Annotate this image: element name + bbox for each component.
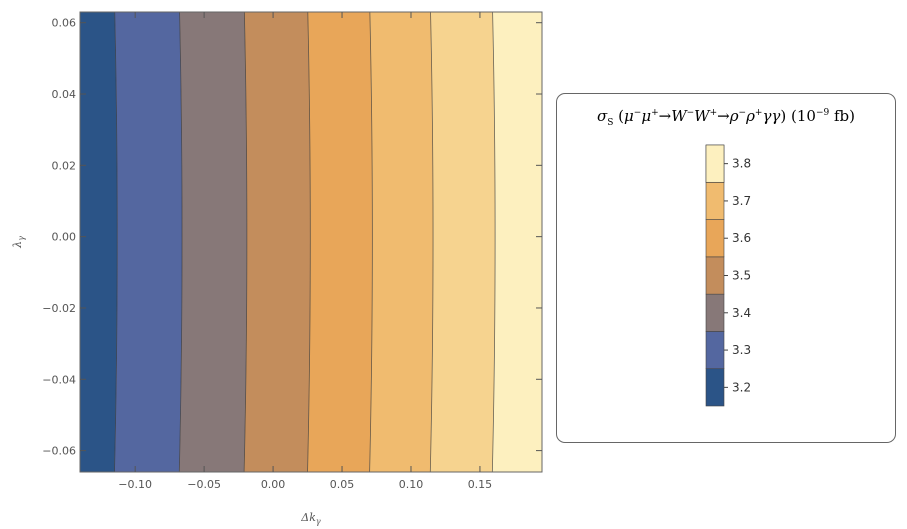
contour-line-0 xyxy=(114,11,118,473)
x-axis-label: Δkγ xyxy=(300,511,321,526)
contour-line-3 xyxy=(307,11,311,473)
colorbar-tick-label: 3.7 xyxy=(732,194,751,208)
x-tick-label: 0.10 xyxy=(399,478,424,491)
legend-title-mu1: μ xyxy=(624,107,634,125)
y-axis-label: λγ xyxy=(11,236,26,249)
x-tick-label: 0.00 xyxy=(261,478,286,491)
legend-title-sigma-sub: S xyxy=(607,118,614,128)
colorbar-band-4 xyxy=(705,219,725,258)
contour-lines xyxy=(114,11,496,473)
colorbar-tick-label: 3.3 xyxy=(732,343,751,357)
contour-band-4 xyxy=(307,12,373,472)
colorbar-band-3 xyxy=(705,256,725,295)
y-tick-label: −0.04 xyxy=(42,373,76,386)
y-axis-label-main: λ xyxy=(11,241,24,249)
legend-title-mu2: μ xyxy=(641,107,652,125)
colorbar-band-2 xyxy=(705,293,725,332)
legend-title-arrow2: → xyxy=(717,107,730,125)
colorbar-band-5 xyxy=(705,181,725,220)
legend-title-sigma: σ xyxy=(596,107,608,125)
x-tick-label: −0.05 xyxy=(187,478,221,491)
legend-title-w2: W xyxy=(694,107,710,125)
contour-band-5 xyxy=(369,12,434,472)
y-tick-label: −0.02 xyxy=(42,302,76,315)
legend-title-unit: fb) xyxy=(829,107,856,125)
legend-title-rho2-sup: + xyxy=(754,108,763,118)
x-tick-label: 0.15 xyxy=(468,478,493,491)
x-tick-label: 0.05 xyxy=(330,478,355,491)
colorbar-tick-label: 3.5 xyxy=(732,269,751,283)
legend-title-gg: γγ xyxy=(762,107,781,125)
contour-plot: −0.10 −0.05 0.00 0.05 0.10 0.15 −0.06−0.04−0.… xyxy=(11,11,543,526)
colorbar-ticks: 3.2 3.3 3.4 3.5 3.6 3.7 3.8 xyxy=(724,157,751,394)
contour-band-0 xyxy=(80,12,118,472)
contour-band-3 xyxy=(244,12,311,472)
contour-band-1 xyxy=(114,12,183,472)
x-tick-label: −0.10 xyxy=(118,478,152,491)
colorbar-band-0 xyxy=(705,368,725,407)
legend-title-rho1-sup: − xyxy=(738,108,747,118)
legend-title-w2-sup: + xyxy=(709,108,718,118)
legend-title-mu2-sup: + xyxy=(651,108,659,118)
colorbar-bands xyxy=(705,144,725,407)
contour-band-7 xyxy=(492,12,542,472)
y-tick-label: 0.00 xyxy=(52,231,77,244)
legend-title-arrow1: → xyxy=(658,107,672,125)
legend-title-mu1-sup: − xyxy=(633,108,642,118)
legend-title-rho2: ρ xyxy=(746,107,755,125)
x-axis-ticks: −0.10 −0.05 0.00 0.05 0.10 0.15 xyxy=(118,12,492,491)
x-axis-label-sub: γ xyxy=(316,517,321,526)
contour-band-2 xyxy=(179,12,247,472)
colorbar: 3.2 3.3 3.4 3.5 3.6 3.7 3.8 xyxy=(705,144,751,407)
colorbar-tick-label: 3.4 xyxy=(732,306,751,320)
colorbar-tick-label: 3.2 xyxy=(732,380,751,394)
colorbar-tick-label: 3.8 xyxy=(732,157,751,171)
contour-line-2 xyxy=(243,11,248,473)
contour-line-4 xyxy=(369,11,373,473)
contour-band-6 xyxy=(430,12,496,472)
legend-title-rho1: ρ xyxy=(729,107,739,125)
y-tick-label: 0.04 xyxy=(52,88,77,101)
legend: σS (μ−μ+→W−W+→ρ−ρ+γγ) (10−9 fb) 3.2 3.3 3.… xyxy=(556,93,896,443)
colorbar-band-1 xyxy=(705,331,725,370)
y-tick-label: −0.06 xyxy=(42,445,76,458)
legend-title: σS (μ−μ+→W−W+→ρ−ρ+γγ) (10−9 fb) xyxy=(557,107,895,128)
contour-line-5 xyxy=(429,11,434,473)
y-tick-label: 0.02 xyxy=(52,159,77,172)
legend-title-w1-sup: − xyxy=(686,108,695,118)
contour-line-6 xyxy=(491,11,496,473)
legend-title-open: ( xyxy=(613,107,625,125)
legend-title-close: ) (10 xyxy=(780,107,816,125)
legend-title-exp: −9 xyxy=(815,108,830,118)
x-axis-label-main: Δk xyxy=(300,511,316,524)
y-axis-ticks: −0.06 −0.04 −0.02 0.00 0.02 0.04 0.06 xyxy=(42,17,542,458)
y-axis-label-sub: γ xyxy=(17,236,26,241)
legend-title-w1: W xyxy=(671,107,687,125)
contour-bands xyxy=(80,12,542,472)
colorbar-tick-label: 3.6 xyxy=(732,231,751,245)
colorbar-band-7 xyxy=(705,144,725,183)
plot-frame xyxy=(79,11,543,473)
contour-line-1 xyxy=(178,11,183,473)
y-tick-label: 0.06 xyxy=(52,17,77,30)
